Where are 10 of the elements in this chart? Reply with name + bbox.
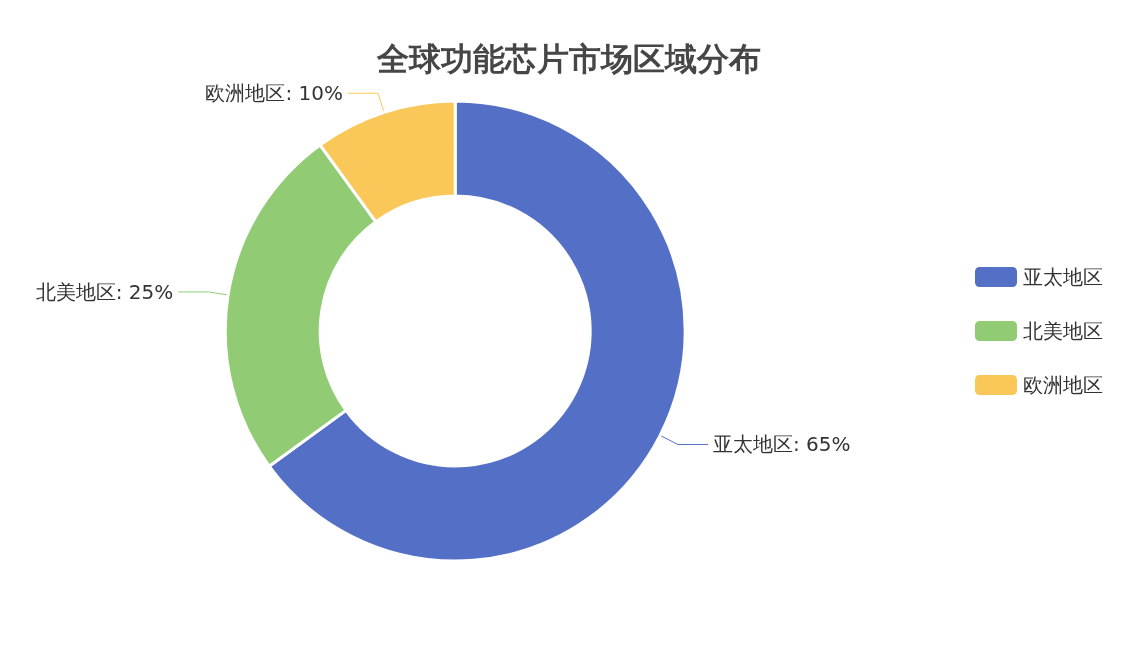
slice-label: 欧洲地区: [205, 81, 286, 106]
slice-label: 北美地区: [35, 279, 116, 304]
slice-label: 亚太地区: [712, 432, 793, 457]
chart-title: 全球功能芯片市场区域分布: [376, 40, 761, 78]
data-label: : 25%: [115, 279, 174, 304]
legend-label: 北美地区: [1023, 319, 1103, 343]
data-label: : 10%: [285, 81, 343, 106]
legend-label: 欧洲地区: [1023, 373, 1103, 397]
legend-label: 亚太地区: [1023, 265, 1103, 289]
data-label: : 65%: [792, 432, 851, 457]
